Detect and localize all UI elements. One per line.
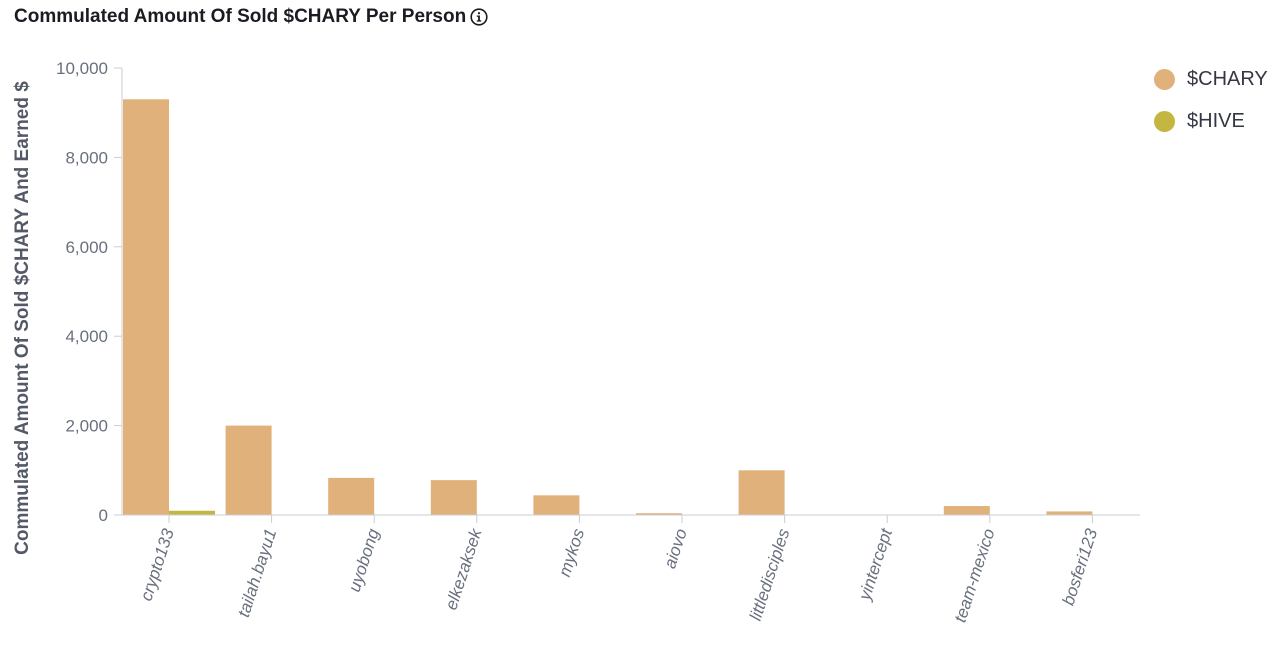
legend-label: $HIVE: [1187, 109, 1245, 132]
y-axis-label: Commulated Amount Of Sold $CHARY And Ear…: [12, 81, 33, 555]
y-axis: 0 2,000 4,000 6,000 8,000 10,000: [56, 59, 123, 525]
bar-chary-crypto133: [123, 99, 169, 515]
bar-chary-mykos: [533, 495, 580, 515]
x-tick-label: mykos: [555, 526, 588, 579]
legend-swatch: [1154, 68, 1175, 90]
legend-item-hive[interactable]: $HIVE: [1154, 100, 1268, 142]
info-icon[interactable]: [470, 8, 488, 26]
x-tick-label: bosferi123: [1059, 526, 1102, 608]
bars: [123, 99, 1093, 515]
x-tick-label: elkezaksek: [442, 525, 487, 612]
bar-chary-aiovo: [636, 513, 682, 515]
x-tick-label: team-mexico: [950, 526, 998, 624]
bar-chary-team-mexico: [943, 506, 990, 515]
x-tick-label: tailah.bayu1: [234, 526, 280, 619]
bar-chary-tailah.bayu1: [225, 425, 272, 515]
x-tick-label: littledisciples: [746, 526, 794, 623]
y-tick-label: 8,000: [65, 148, 108, 167]
x-tick-label: aiovo: [660, 526, 691, 571]
bar-hive-crypto133: [169, 510, 215, 515]
chart-title: Commulated Amount Of Sold $CHARY Per Per…: [14, 6, 467, 27]
legend-swatch: [1154, 110, 1175, 132]
x-axis: crypto133 tailah.bayu1 uyobong elkezaksek my…: [122, 514, 1140, 625]
bar-chary-bosferi123: [1046, 511, 1093, 515]
x-tick-label: uyobong: [345, 526, 383, 594]
legend-item-chary[interactable]: $CHARY: [1154, 58, 1268, 100]
legend-label: $CHARY: [1187, 67, 1268, 90]
y-tick-label: 0: [99, 506, 108, 525]
y-tick-label: 6,000: [65, 238, 108, 257]
bar-chary-elkezaksek: [430, 480, 477, 515]
bar-chary-littledisciples: [738, 470, 785, 515]
legend: $CHARY $HIVE: [1154, 58, 1268, 142]
x-tick-label: yintercept: [855, 525, 897, 603]
bar-chary-uyobong: [328, 477, 375, 515]
y-tick-label: 4,000: [65, 327, 108, 346]
x-tick-label: crypto133: [137, 526, 178, 603]
y-tick-label: 10,000: [56, 59, 108, 78]
chart-title-row: Commulated Amount Of Sold $CHARY Per Per…: [14, 4, 488, 30]
y-tick-label: 2,000: [65, 417, 108, 436]
